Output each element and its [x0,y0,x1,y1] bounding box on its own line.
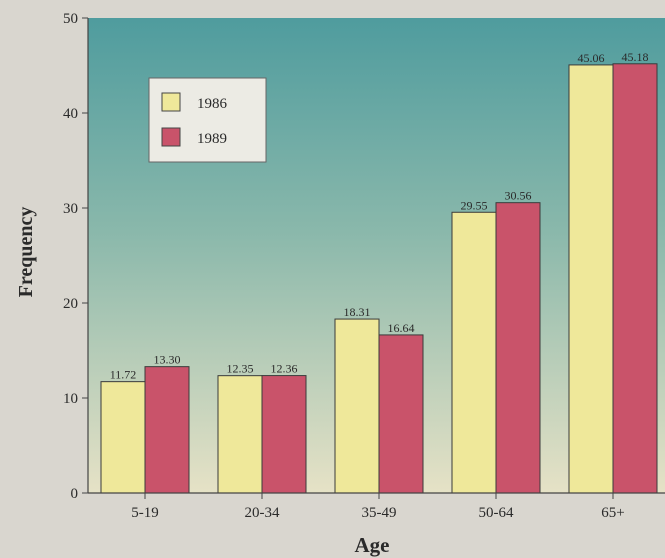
y-axis-title: Frequency [15,207,37,298]
bar-1986-65+ [568,64,614,494]
y-tick-label: 40 [63,106,78,122]
data-label-1989-5-19: 13.30 [154,353,181,367]
legend-swatch-1989 [161,127,181,147]
bar-1986-50-64 [451,211,497,494]
x-tick-label: 35-49 [362,505,397,521]
x-axis-title: Age [355,533,390,557]
data-label-1986-5-19: 11.72 [110,368,137,382]
data-label-1989-65+: 45.18 [622,50,649,64]
x-tick-label: 5-19 [131,505,159,521]
y-tick-label: 20 [63,296,78,312]
bar-1989-5-19 [144,366,190,494]
bar-1989-20-34 [261,375,307,494]
bar-1989-65+ [612,63,658,494]
x-tick-label: 65+ [601,505,624,521]
y-tick-label: 0 [71,486,79,502]
bar-1989-50-64 [495,202,541,494]
data-label-1986-50-64: 29.55 [461,198,488,212]
legend-box [148,77,267,163]
y-tick-label: 10 [63,391,78,407]
data-label-1989-50-64: 30.56 [505,189,532,203]
legend-label-1986: 1986 [197,96,228,112]
bar-1989-35-49 [378,334,424,494]
x-tick-label: 50-64 [479,505,514,521]
y-tick-label: 50 [63,11,78,27]
x-tick-label: 20-34 [245,505,280,521]
data-label-1989-35-49: 16.64 [388,321,415,335]
bar-1986-20-34 [217,375,263,494]
bar-1986-5-19 [100,381,146,494]
legend: 1986 1989 [148,77,267,163]
legend-swatch-1986 [161,92,181,112]
legend-label-1989: 1989 [197,131,227,147]
data-label-1986-65+: 45.06 [578,51,605,65]
data-label-1989-20-34: 12.36 [271,362,298,376]
data-label-1986-20-34: 12.35 [227,362,254,376]
y-tick-label: 30 [63,201,78,217]
bar-1986-35-49 [334,318,380,494]
data-label-1986-35-49: 18.31 [344,305,371,319]
